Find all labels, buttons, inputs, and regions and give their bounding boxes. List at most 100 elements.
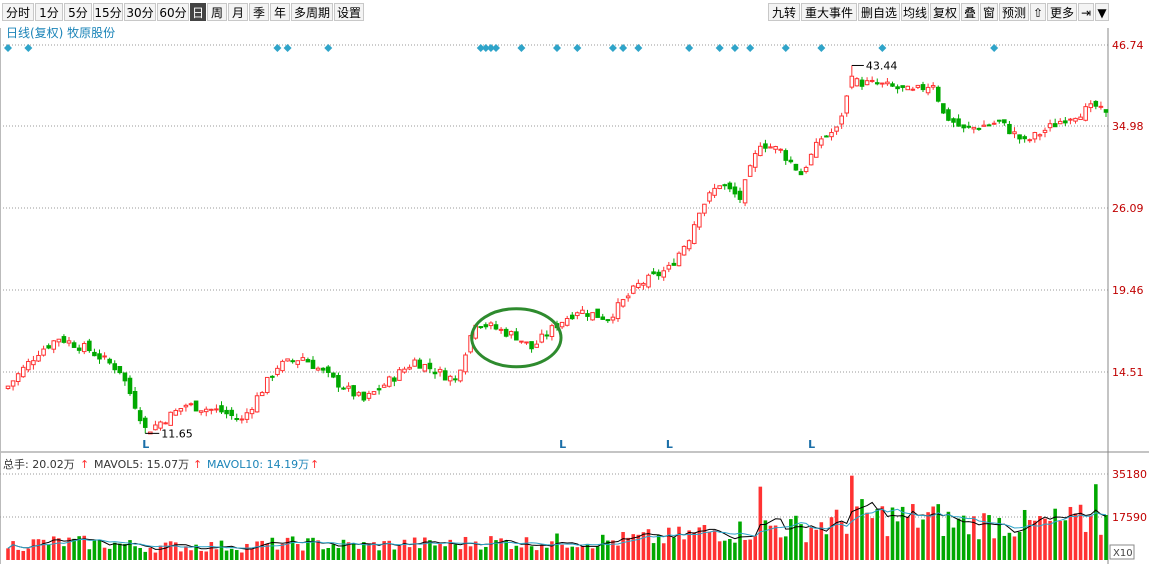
toolbar-btn-10[interactable]: 年 [270,3,290,21]
candle [864,77,870,86]
toolbar-btn-0[interactable]: 分时 [2,3,34,21]
volume-bar [438,543,442,560]
event-marker-diamond[interactable] [878,44,887,52]
event-marker-diamond[interactable] [781,44,790,52]
toolbar-btn-1[interactable]: 1分 [35,3,63,21]
candle [991,120,997,125]
volume-tick-label: 17590 [1112,511,1147,524]
candle [244,408,250,424]
volume-bar [412,537,417,560]
event-marker-diamond[interactable] [324,44,333,52]
event-marker-diamond[interactable] [517,44,526,52]
volume-bar [392,549,397,560]
toolbar-btn-11[interactable]: 多周期 [291,3,333,21]
toolbar-btn-9[interactable]: 季 [249,3,269,21]
event-marker-diamond[interactable] [481,44,490,52]
volume-bar [407,547,412,560]
toolbar-right-btn-8[interactable]: ⇧ [1030,3,1046,21]
volume-bar [234,550,239,560]
candle [951,117,956,128]
toolbar-right-btn-10[interactable]: ⇥ [1078,3,1094,21]
candle [702,203,707,217]
toolbar-right-btn-6[interactable]: 窗 [980,3,998,21]
toolbar-right-btn-9[interactable]: 更多 [1047,3,1077,21]
toolbar-btn-5[interactable]: 60分 [157,3,189,21]
toolbar-btn-3[interactable]: 15分 [93,3,123,21]
candle [325,365,331,378]
event-marker-diamond[interactable] [817,44,826,52]
toolbar-right-btn-7[interactable]: 预测 [999,3,1029,21]
event-marker-diamond[interactable] [634,44,643,52]
candle [844,95,850,117]
candle [707,190,712,204]
volume-bar [570,546,575,560]
toolbar-right-btn-1[interactable]: 重大事件 [801,3,857,21]
toolbar-right-btn-5[interactable]: 叠 [961,3,979,21]
volume-bar [336,548,341,560]
volume-bar [519,547,524,560]
event-marker-diamond[interactable] [685,44,694,52]
volume-bar [102,547,107,560]
volume-bar [560,544,564,560]
volume-bar [987,515,991,560]
candle [371,391,377,395]
candle [432,367,438,379]
event-marker-diamond[interactable] [492,44,500,52]
volume-bar [133,546,137,560]
volume-total-label: 总手: 20.02万 [3,457,75,471]
event-marker-diamond[interactable] [573,44,582,52]
candle [793,163,799,171]
candle [203,406,209,417]
volume-bar [341,539,346,560]
event-marker-diamond[interactable] [990,44,999,52]
volume-bar [214,549,219,560]
event-marker-diamond[interactable] [486,44,495,52]
candle [392,376,397,387]
event-marker-diamond[interactable] [476,44,485,52]
event-marker-diamond[interactable] [553,44,561,52]
candle [209,408,214,415]
candle [198,410,204,416]
candle [183,403,189,412]
event-marker-diamond[interactable] [24,44,33,52]
toolbar-btn-8[interactable]: 月 [228,3,248,21]
volume-total-arrow: ↑ [80,458,89,471]
event-marker-diamond[interactable] [608,44,617,52]
candle [56,338,62,347]
candle [1078,113,1083,121]
volume-bar [240,552,244,560]
toolbar-btn-7[interactable]: 周 [207,3,227,21]
volume-bar [46,544,51,560]
candle [51,340,57,354]
event-marker-diamond[interactable] [619,44,628,52]
toolbar-right-btn-2[interactable]: 删自选 [858,3,900,21]
volume-bar [51,536,56,560]
candle [76,344,82,354]
candle [758,142,763,157]
toolbar-btn-6[interactable]: 日 [190,3,206,21]
event-marker-diamond[interactable] [746,44,755,52]
volume-bar [173,542,178,560]
event-marker-diamond[interactable] [4,44,12,52]
volume-bar [123,544,127,560]
toolbar-right-btn-3[interactable]: 均线 [901,3,929,21]
toolbar-btn-12[interactable]: 设置 [334,3,364,21]
candle [188,402,194,407]
volume-bar [428,540,432,560]
signal-label: L [559,438,566,451]
toolbar-right-btn-11[interactable]: ▼ [1095,3,1109,21]
toolbar-btn-4[interactable]: 30分 [124,3,156,21]
candle [630,284,636,295]
volume-bar [1088,515,1093,560]
event-marker-diamond[interactable] [715,44,724,52]
event-marker-diamond[interactable] [273,44,282,52]
volume-bar [11,541,15,560]
event-marker-diamond[interactable] [730,44,739,52]
event-marker-diamond[interactable] [283,44,292,52]
low-price-label: 11.65 [161,427,193,440]
toolbar-btn-2[interactable]: 5分 [64,3,92,21]
candle [1083,103,1088,122]
toolbar-right-btn-0[interactable]: 九转 [768,3,800,21]
candle [1017,134,1022,144]
toolbar-right-btn-4[interactable]: 复权 [930,3,960,21]
